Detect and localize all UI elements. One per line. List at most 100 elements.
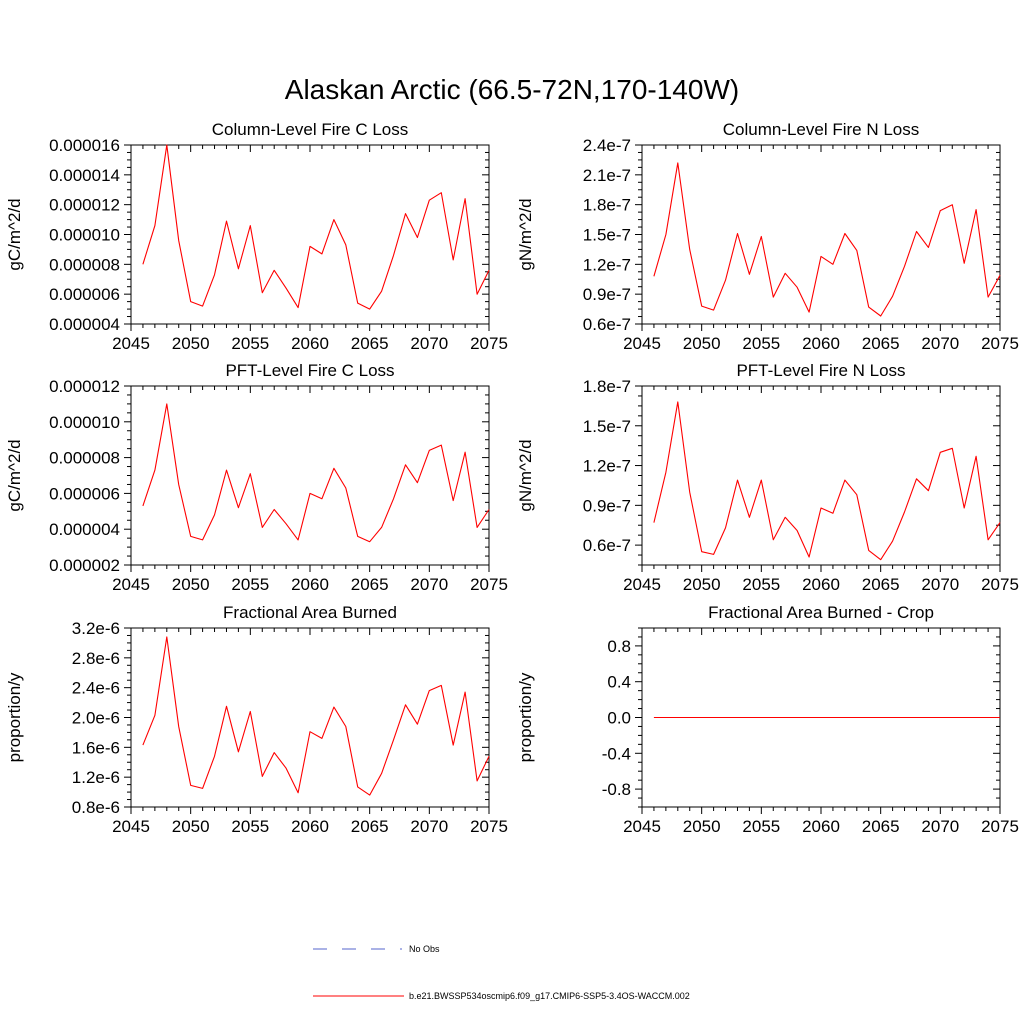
y-tick-label: 0.6e-7 [583, 315, 631, 334]
panel-title: Fractional Area Burned [223, 603, 397, 622]
x-tick-label: 2055 [231, 817, 269, 836]
x-tick-label: 2075 [470, 575, 508, 594]
x-tick-label: 2060 [802, 817, 840, 836]
y-tick-label: 1.2e-7 [583, 457, 631, 476]
y-tick-label: 0.000012 [49, 196, 120, 215]
panel-title: Fractional Area Burned - Crop [708, 603, 934, 622]
x-tick-label: 2060 [291, 817, 329, 836]
y-tick-label: 2.4e-7 [583, 136, 631, 155]
plot-frame [130, 627, 490, 808]
panel-pft-level-fire-c-loss: 2045 2050 2055 2060 2065 2070 2075 0.000002 0.00… [5, 361, 508, 594]
y-tick-label: 0.8e-6 [72, 798, 120, 817]
y-tick-label: 1.2e-6 [72, 768, 120, 787]
y-tick-label: 0.000010 [49, 226, 120, 245]
x-tick-label: 2045 [112, 817, 150, 836]
plot-frame [130, 385, 490, 566]
x-tick-label: 2075 [470, 334, 508, 353]
x-tick-label: 2050 [683, 334, 721, 353]
y-tick-label: 3.2e-6 [72, 619, 120, 638]
y-tick-label: 1.5e-7 [583, 226, 631, 245]
y-tick-label: -0.4 [602, 744, 631, 763]
y-tick-label: 0.000008 [49, 449, 120, 468]
series-line [142, 144, 490, 310]
y-axis-label: gN/m^2/d [516, 439, 535, 511]
x-tick-label: 2055 [742, 817, 780, 836]
series-line [653, 401, 1001, 561]
y-tick-label: 0.000006 [49, 285, 120, 304]
y-tick-label: 0.000006 [49, 484, 120, 503]
legend: No Obs b.e21.BWSSP534oscmip6.f09_g17.CMI… [313, 944, 690, 1001]
y-axis-label: gN/m^2/d [516, 198, 535, 270]
x-tick-label: 2050 [172, 334, 210, 353]
x-tick-label: 2050 [683, 575, 721, 594]
plot-frame [130, 144, 490, 325]
x-tick-label: 2045 [623, 575, 661, 594]
x-tick-label: 2075 [981, 334, 1019, 353]
panel-pft-level-fire-n-loss: 2045 2050 2055 2060 2065 2070 2075 0.6e-7 0.9e-7… [516, 361, 1019, 594]
series-line [142, 636, 490, 796]
y-tick-label: 0.000010 [49, 413, 120, 432]
x-tick-label: 2065 [862, 817, 900, 836]
x-tick-label: 2060 [802, 575, 840, 594]
x-tick-label: 2065 [862, 575, 900, 594]
y-tick-label: 2.0e-6 [72, 709, 120, 728]
panel-title: Column-Level Fire N Loss [723, 120, 920, 139]
x-tick-label: 2065 [351, 334, 389, 353]
y-tick-label: -0.8 [602, 780, 631, 799]
y-tick-label: 0.000014 [49, 166, 120, 185]
x-tick-label: 2060 [291, 334, 329, 353]
y-tick-label: 0.9e-7 [583, 285, 631, 304]
panel-title: PFT-Level Fire C Loss [225, 361, 394, 380]
y-tick-label: 0.4 [607, 673, 631, 692]
y-tick-label: 0.0 [607, 709, 631, 728]
x-tick-label: 2075 [470, 817, 508, 836]
x-tick-label: 2055 [742, 575, 780, 594]
x-tick-label: 2070 [921, 817, 959, 836]
x-tick-label: 2045 [112, 334, 150, 353]
y-tick-label: 0.6e-7 [583, 536, 631, 555]
x-tick-label: 2075 [981, 817, 1019, 836]
y-tick-label: 2.8e-6 [72, 649, 120, 668]
y-tick-label: 2.4e-6 [72, 679, 120, 698]
x-tick-label: 2045 [112, 575, 150, 594]
x-tick-label: 2045 [623, 334, 661, 353]
plot-frame [641, 144, 1001, 325]
x-tick-label: 2065 [351, 575, 389, 594]
y-tick-label: 1.2e-7 [583, 255, 631, 274]
x-tick-label: 2070 [921, 334, 959, 353]
panel-fractional-area-burned: 2045 2050 2055 2060 2065 2070 2075 0.8e-6 1.2e-6… [5, 603, 508, 836]
y-tick-label: 1.5e-7 [583, 417, 631, 436]
y-axis-label: gC/m^2/d [5, 439, 24, 511]
plot-frame [641, 385, 1001, 566]
y-axis-label: proportion/y [5, 672, 24, 762]
panel-title: Column-Level Fire C Loss [212, 120, 409, 139]
panel-title: PFT-Level Fire N Loss [736, 361, 905, 380]
y-axis-label: proportion/y [516, 672, 535, 762]
x-tick-label: 2050 [683, 817, 721, 836]
y-axis-label: gC/m^2/d [5, 198, 24, 270]
y-tick-label: 0.000008 [49, 255, 120, 274]
x-tick-label: 2050 [172, 817, 210, 836]
y-tick-label: 2.1e-7 [583, 166, 631, 185]
x-tick-label: 2070 [410, 334, 448, 353]
x-tick-label: 2060 [291, 575, 329, 594]
x-tick-label: 2070 [921, 575, 959, 594]
x-tick-label: 2075 [981, 575, 1019, 594]
x-tick-label: 2050 [172, 575, 210, 594]
x-tick-label: 2065 [351, 817, 389, 836]
x-tick-label: 2070 [410, 575, 448, 594]
y-tick-label: 0.000016 [49, 136, 120, 155]
series-line [142, 403, 490, 543]
panels: 2045 2050 2055 2060 2065 2070 20750.0000040.00… [5, 120, 1019, 836]
figure-title: Alaskan Arctic (66.5-72N,170-140W) [285, 74, 739, 105]
series-line [653, 162, 1001, 317]
x-tick-label: 2055 [231, 334, 269, 353]
y-tick-label: 0.8 [607, 637, 631, 656]
x-tick-label: 2055 [231, 575, 269, 594]
legend-model-label: b.e21.BWSSP534oscmip6.f09_g17.CMIP6-SSP5… [409, 991, 690, 1001]
x-tick-label: 2045 [623, 817, 661, 836]
panel-fractional-area-burned-crop: 2045 2050 2055 2060 2065 2070 2075 -0.8 -0.4 0.0 0… [516, 603, 1019, 836]
x-tick-label: 2070 [410, 817, 448, 836]
x-tick-label: 2055 [742, 334, 780, 353]
